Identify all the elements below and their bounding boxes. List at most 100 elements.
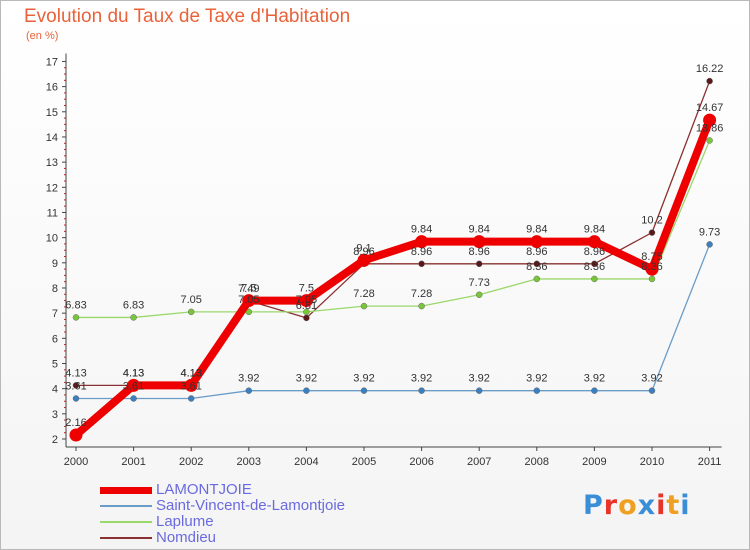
data-point: [303, 308, 310, 316]
logo-letter: r: [603, 490, 619, 521]
data-label: 8.96: [411, 246, 432, 258]
data-label: 9.84: [468, 224, 489, 236]
x-tick-label: 2003: [237, 456, 261, 468]
legend-item: Nomdieu: [100, 529, 420, 547]
data-point: [648, 387, 656, 394]
logo-letter: t: [666, 490, 681, 521]
data-point: [72, 314, 80, 321]
data-point: [303, 314, 310, 322]
data-point: [706, 137, 713, 144]
data-label: 7.28: [411, 288, 432, 300]
data-point: [72, 395, 80, 402]
y-tick-label: 2: [52, 434, 58, 446]
data-label: 10.2: [641, 215, 662, 227]
data-label: 7.05: [296, 294, 317, 306]
legend-item: Laplume: [100, 513, 420, 531]
data-point: [533, 275, 541, 283]
y-tick-label: 17: [46, 56, 58, 68]
data-label: 8.96: [468, 246, 489, 258]
data-label: 4.13: [180, 367, 201, 379]
data-label: 3.92: [468, 373, 489, 385]
data-label: 7.05: [180, 294, 201, 306]
data-point: [303, 387, 310, 394]
x-tick-label: 2010: [640, 456, 664, 468]
data-point: [475, 260, 483, 268]
data-point: [187, 308, 195, 316]
legend-label: LAMONTJOIE: [156, 481, 252, 498]
data-label: 9.73: [699, 226, 720, 238]
data-label: 6.81: [296, 300, 317, 312]
x-tick-label: 2004: [294, 456, 318, 468]
series-line-nomdieu: [76, 80, 711, 387]
data-point: [706, 77, 713, 85]
legend-swatch: [100, 486, 152, 494]
data-point: [242, 294, 256, 308]
data-label: 3.92: [296, 373, 317, 385]
data-label: 13.86: [696, 122, 724, 134]
logo-letter: x: [637, 490, 657, 521]
logo-letter: i: [680, 490, 691, 521]
data-label: 4.13: [123, 367, 144, 379]
data-label: 8.75: [641, 251, 662, 263]
y-tick-label: 5: [52, 358, 58, 370]
logo-letter: o: [618, 490, 638, 521]
data-point: [72, 382, 80, 389]
data-label: 3.61: [180, 380, 201, 392]
data-label: 8.36: [526, 261, 547, 273]
y-tick-label: 10: [46, 233, 58, 245]
y-tick-label: 15: [46, 107, 58, 119]
data-point: [418, 387, 425, 394]
data-point: [530, 235, 544, 249]
legend-label: Nomdieu: [156, 529, 217, 546]
y-tick-label: 12: [46, 182, 58, 194]
data-point: [587, 235, 601, 249]
data-label: 3.92: [411, 373, 432, 385]
data-point: [360, 387, 368, 394]
data-label: 7.5: [299, 283, 314, 295]
data-point: [591, 387, 598, 394]
data-label: 7.5: [241, 283, 256, 295]
data-label: 6.83: [123, 299, 144, 311]
data-label: 14.67: [696, 102, 724, 114]
x-tick-label: 2005: [352, 456, 376, 468]
data-point: [591, 260, 598, 268]
data-point: [591, 275, 598, 283]
data-point: [418, 260, 425, 268]
data-label: 4.13: [180, 367, 201, 379]
series-line-lamontjoie: [73, 118, 714, 439]
data-label: 2.16: [65, 417, 86, 429]
data-label: 7.73: [468, 277, 489, 289]
legend-swatch: [100, 505, 152, 507]
chart-subtitle: (en %): [26, 30, 59, 42]
logo-letter: P: [583, 490, 604, 521]
series-line-laplume: [76, 140, 711, 319]
data-label: 3.92: [353, 373, 374, 385]
data-label: 3.92: [584, 373, 605, 385]
data-point: [69, 428, 83, 442]
x-tick-label: 2000: [64, 456, 88, 468]
x-tick-label: 2011: [698, 456, 722, 468]
y-tick-label: 11: [47, 207, 58, 219]
x-tick-label: 2007: [467, 456, 491, 468]
data-label: 3.61: [123, 380, 144, 392]
y-tick-label: 4: [52, 384, 58, 396]
data-label: 7.28: [353, 288, 374, 300]
proxiti-logo: Proxiti: [583, 490, 691, 521]
data-point: [127, 378, 141, 392]
data-label: 9.1: [356, 242, 371, 254]
data-label: 3.92: [526, 373, 547, 385]
data-label: 3.92: [641, 373, 662, 385]
y-tick-label: 8: [52, 283, 58, 295]
x-tick-label: 2009: [582, 456, 606, 468]
y-tick-label: 7: [52, 308, 58, 320]
data-label: 9.84: [411, 224, 432, 236]
y-tick-label: 6: [52, 333, 58, 345]
data-label: 8.96: [353, 246, 374, 258]
y-tick-label: 14: [46, 132, 58, 144]
legend-item: LAMONTJOIE: [100, 481, 420, 499]
x-tick-label: 2008: [525, 456, 549, 468]
data-point: [648, 229, 656, 236]
y-tick-label: 13: [46, 157, 58, 169]
